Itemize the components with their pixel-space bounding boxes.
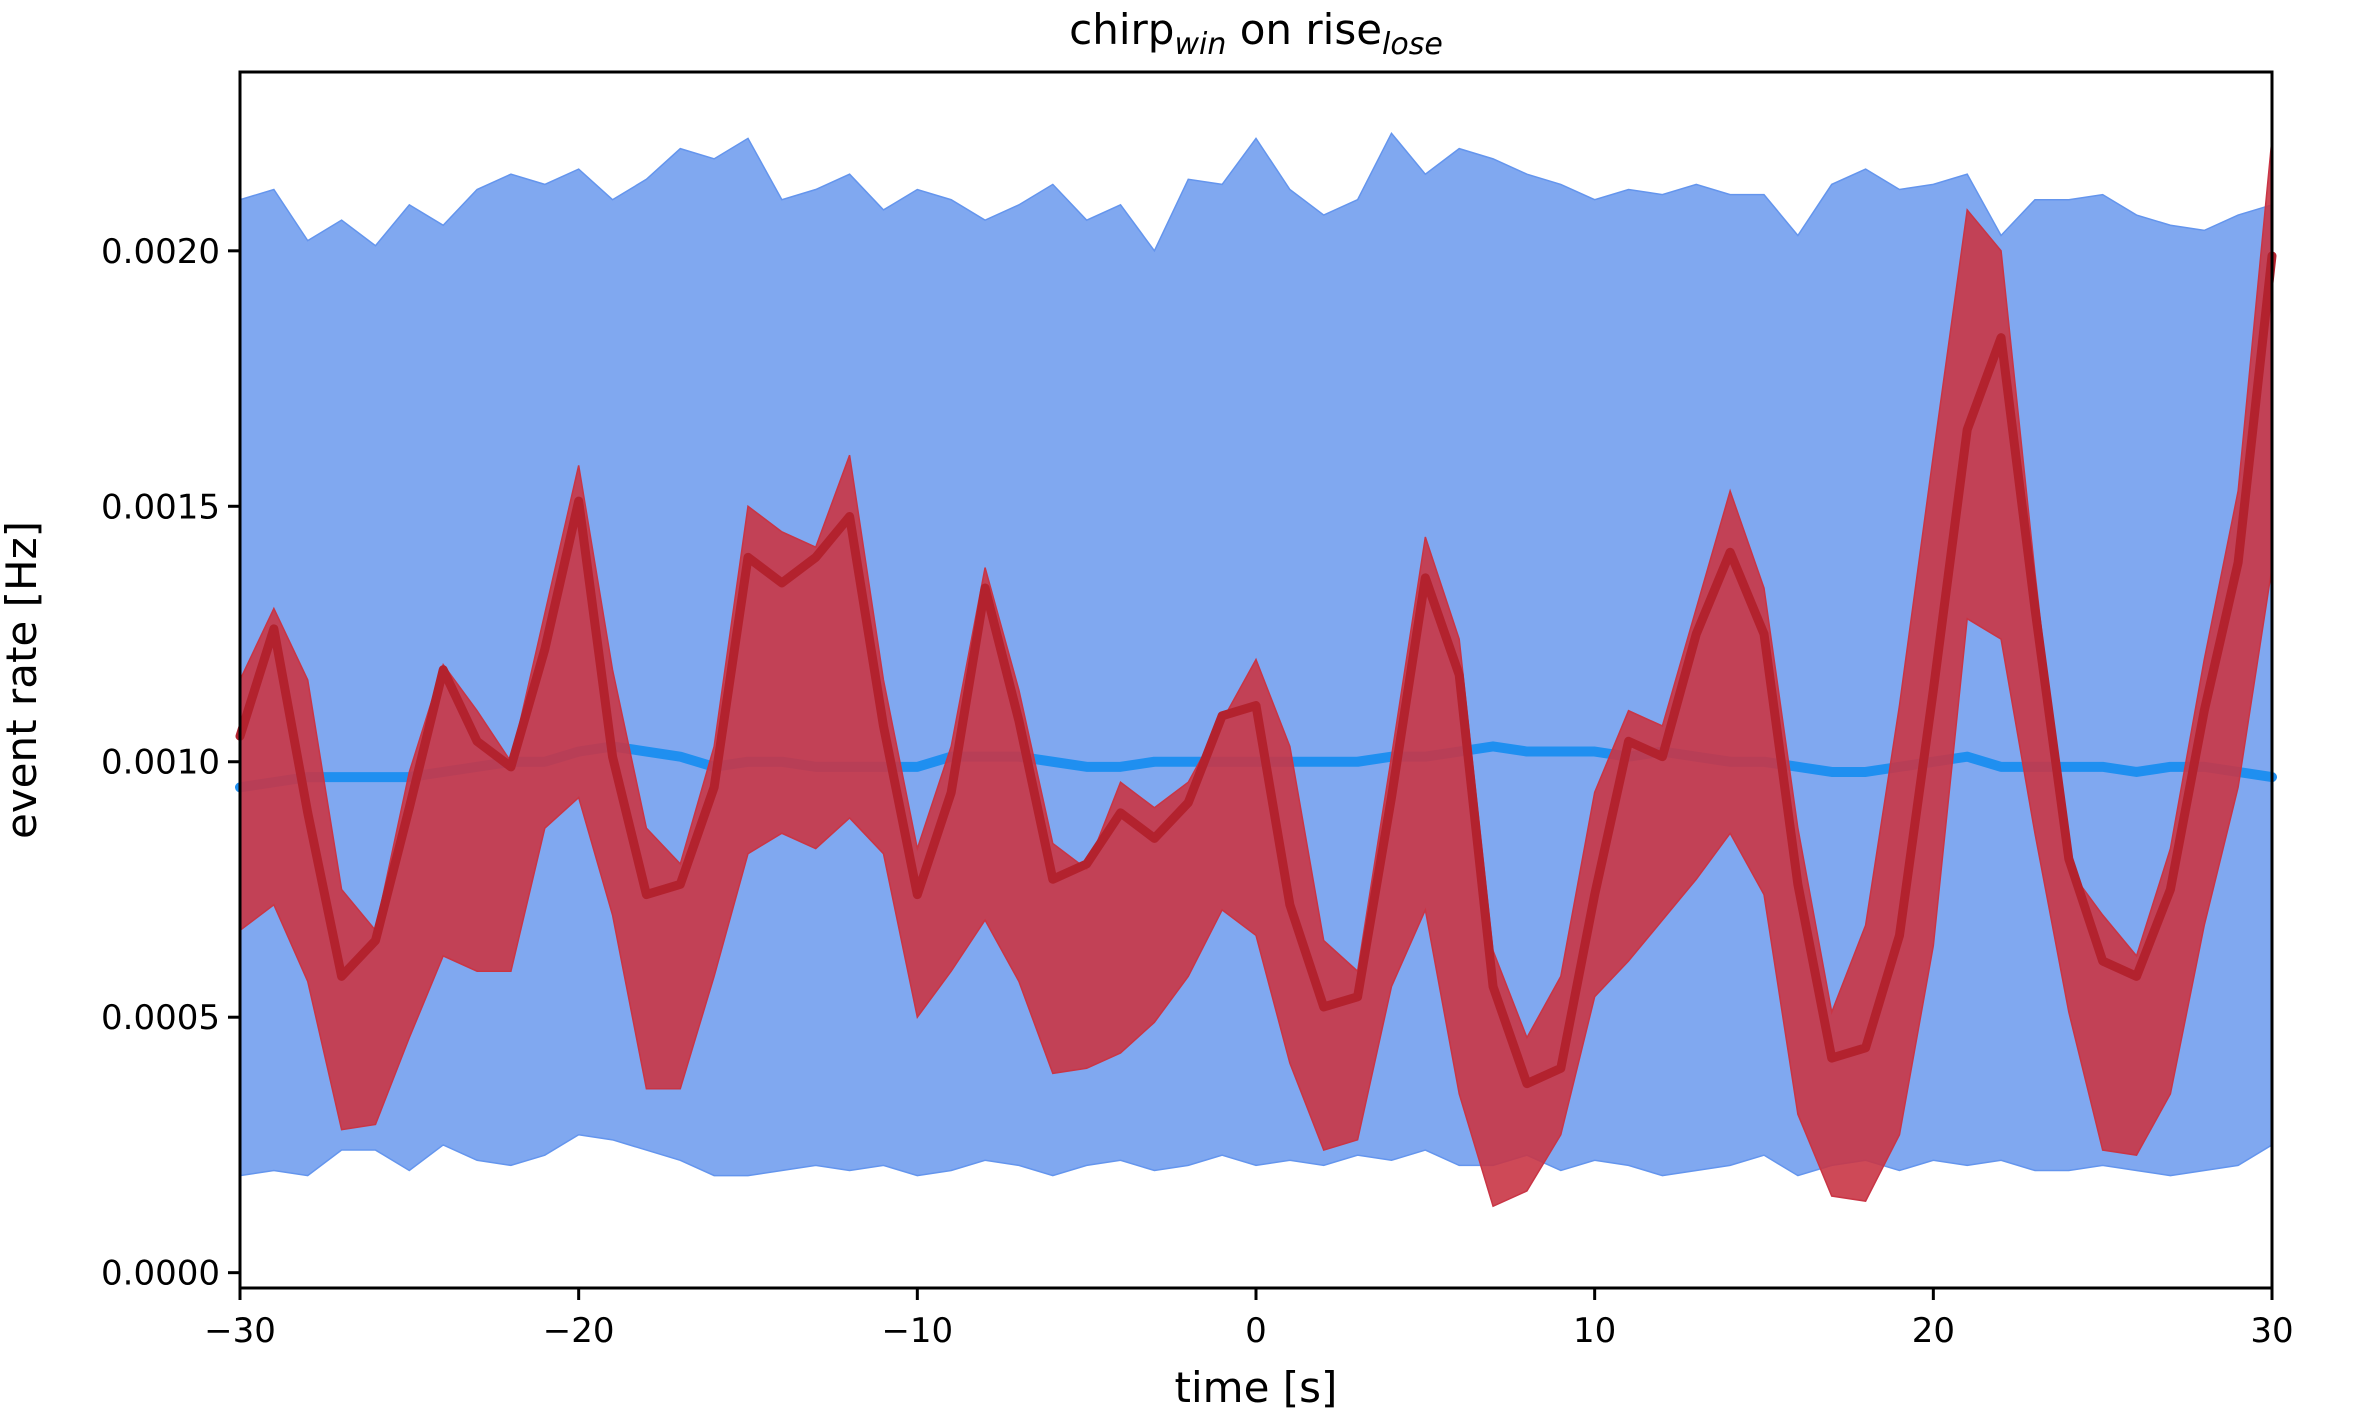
x-tick-label: −20 [543, 1311, 615, 1351]
title-part-rise: on rise [1226, 5, 1382, 54]
title-part-chirp: chirp [1069, 5, 1174, 54]
x-axis-label: time [s] [1175, 1363, 1338, 1412]
event-median-line [235, 251, 2277, 1089]
y-axis-label: event rate [Hz] [0, 521, 46, 839]
x-tick-label: 0 [1245, 1311, 1267, 1351]
title-sub-win: win [1174, 27, 1226, 62]
x-tick-label: 10 [1573, 1311, 1616, 1351]
y-tick-label: 0.0005 [101, 998, 220, 1038]
x-tick-label: −10 [881, 1311, 953, 1351]
y-tick-label: 0.0015 [101, 487, 220, 527]
chart-title: chirpwin on riselose [1069, 5, 1443, 62]
plot-layers [235, 131, 2277, 1208]
y-axis: 0.0000 0.0005 0.0010 0.0015 0.0020 [101, 232, 240, 1294]
x-axis: −30 −20 −10 0 10 20 30 [204, 1288, 2294, 1351]
y-tick-label: 0.0010 [101, 743, 220, 783]
y-tick-label: 0.0020 [101, 232, 220, 272]
title-sub-lose: lose [1382, 27, 1443, 62]
x-tick-label: −30 [204, 1311, 276, 1351]
y-tick-label: 0.0000 [101, 1254, 220, 1294]
x-tick-label: 20 [1912, 1311, 1955, 1351]
x-tick-label: 30 [2250, 1311, 2293, 1351]
